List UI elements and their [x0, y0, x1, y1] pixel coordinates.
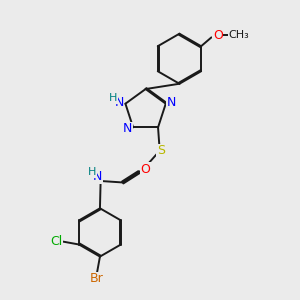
Text: CH₃: CH₃ — [228, 30, 249, 40]
Text: Br: Br — [90, 272, 104, 285]
Text: O: O — [140, 163, 150, 176]
Text: N: N — [93, 170, 102, 183]
Text: N: N — [114, 96, 124, 109]
Text: N: N — [123, 122, 133, 135]
Text: S: S — [157, 145, 165, 158]
Text: Cl: Cl — [50, 235, 62, 248]
Text: H: H — [109, 93, 117, 103]
Text: O: O — [213, 28, 223, 41]
Text: H: H — [88, 167, 96, 177]
Text: N: N — [167, 96, 176, 109]
